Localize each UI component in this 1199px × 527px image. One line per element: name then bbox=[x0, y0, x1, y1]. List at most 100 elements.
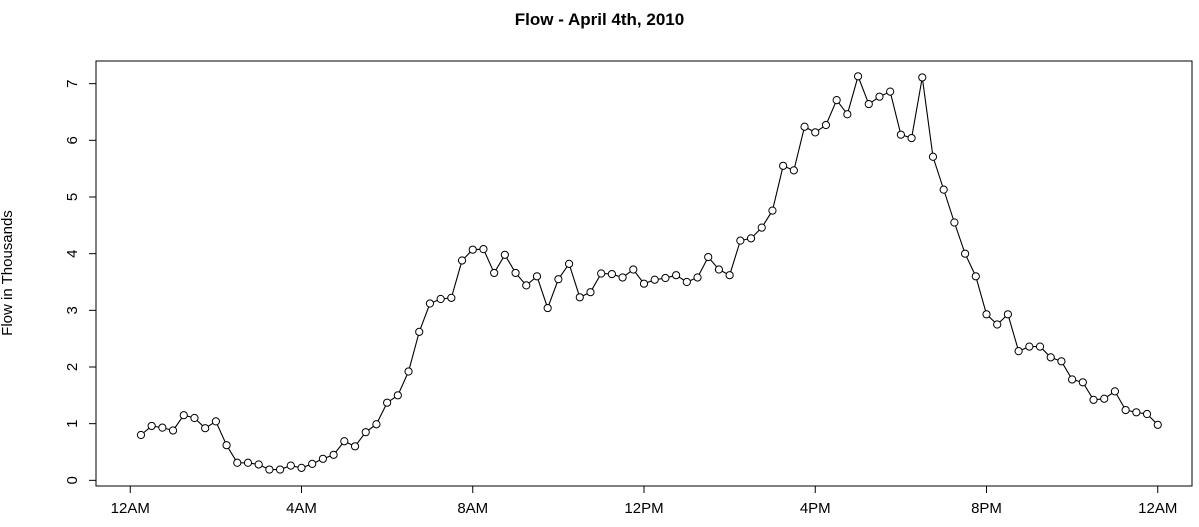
data-point bbox=[1014, 347, 1023, 356]
data-point bbox=[1003, 310, 1013, 319]
data-point bbox=[372, 420, 381, 429]
data-point bbox=[425, 299, 435, 308]
data-point bbox=[993, 320, 1002, 329]
data-point bbox=[350, 442, 360, 451]
x-axis: 12AM 4AM 8AM 12PM 4PM 8PM 12AM bbox=[111, 485, 1177, 517]
y-tick-label: 4 bbox=[64, 249, 81, 257]
data-point bbox=[789, 166, 798, 175]
x-tick-label: 12AM bbox=[1138, 500, 1177, 517]
data-point bbox=[597, 269, 606, 278]
x-tick-label: 12PM bbox=[624, 500, 663, 517]
data-point bbox=[522, 281, 531, 290]
data-point bbox=[1035, 342, 1045, 351]
y-tick-label: 2 bbox=[64, 363, 81, 371]
data-point bbox=[960, 249, 970, 258]
data-point bbox=[1046, 353, 1055, 362]
data-point bbox=[490, 268, 499, 278]
data-point bbox=[982, 310, 991, 319]
plot-frame bbox=[95, 60, 1193, 487]
data-point bbox=[1110, 387, 1120, 396]
data-point bbox=[950, 218, 959, 227]
y-tick-label: 0 bbox=[64, 476, 81, 484]
data-point bbox=[158, 423, 167, 432]
data-point bbox=[254, 460, 263, 469]
data-point bbox=[714, 265, 724, 274]
y-tick-label: 7 bbox=[64, 79, 81, 87]
data-point bbox=[383, 398, 392, 407]
data-point bbox=[725, 271, 734, 280]
chart-title: Flow - April 4th, 2010 bbox=[514, 10, 685, 29]
data-point bbox=[1121, 405, 1130, 415]
data-point bbox=[672, 271, 681, 280]
data-point bbox=[201, 424, 210, 433]
x-tick-label: 4AM bbox=[286, 500, 317, 517]
data-point bbox=[447, 293, 456, 302]
data-point bbox=[779, 161, 788, 170]
data-point bbox=[211, 417, 220, 426]
data-point bbox=[243, 458, 253, 467]
data-point bbox=[233, 458, 242, 467]
y-tick-label: 3 bbox=[64, 306, 81, 314]
data-point bbox=[457, 256, 467, 265]
data-point bbox=[1057, 357, 1066, 366]
data-point bbox=[811, 128, 820, 137]
data-point bbox=[907, 133, 916, 143]
data-point bbox=[275, 465, 285, 474]
data-point bbox=[864, 99, 873, 109]
data-point bbox=[650, 275, 659, 284]
data-point bbox=[147, 421, 156, 431]
data-point bbox=[564, 259, 574, 268]
data-point bbox=[971, 272, 980, 281]
data-point bbox=[586, 288, 595, 297]
data-point bbox=[1132, 408, 1141, 417]
x-tick-label: 4PM bbox=[800, 500, 831, 517]
data-point bbox=[265, 465, 274, 474]
data-point bbox=[286, 461, 295, 470]
x-tick-label: 8AM bbox=[457, 500, 488, 517]
data-point bbox=[746, 234, 756, 243]
data-point bbox=[1100, 394, 1109, 403]
y-axis-label: Flow in Thousands bbox=[0, 210, 16, 336]
data-point bbox=[511, 268, 520, 278]
data-point bbox=[404, 367, 413, 376]
data-point bbox=[853, 72, 863, 81]
data-point bbox=[436, 294, 445, 304]
data-point bbox=[1025, 342, 1034, 351]
data-point bbox=[639, 279, 649, 288]
data-point bbox=[800, 122, 809, 131]
data-point bbox=[308, 459, 317, 468]
data-point bbox=[543, 303, 552, 313]
data-point bbox=[575, 293, 584, 302]
data-point bbox=[297, 463, 306, 472]
data-point bbox=[736, 236, 745, 245]
data-point bbox=[1078, 378, 1087, 387]
data-point bbox=[479, 245, 488, 254]
data-point bbox=[629, 265, 638, 274]
data-point bbox=[682, 277, 691, 287]
data-point bbox=[661, 273, 670, 283]
y-tick-label: 6 bbox=[64, 136, 81, 144]
series-line bbox=[140, 74, 1159, 471]
data-point bbox=[168, 426, 178, 435]
data-point bbox=[875, 92, 884, 101]
data-point bbox=[532, 272, 542, 281]
data-point bbox=[329, 450, 338, 459]
data-point bbox=[179, 411, 188, 420]
data-point bbox=[1089, 395, 1098, 404]
data-point bbox=[340, 437, 349, 446]
data-point bbox=[190, 413, 199, 423]
y-tick-label: 1 bbox=[64, 419, 81, 427]
data-point bbox=[843, 110, 852, 119]
data-point bbox=[939, 185, 948, 194]
data-point bbox=[821, 120, 831, 130]
data-point bbox=[361, 428, 370, 437]
data-point bbox=[1153, 420, 1162, 429]
y-axis: 0 1 2 3 4 5 6 7 bbox=[64, 79, 97, 485]
data-point bbox=[918, 73, 927, 82]
data-point bbox=[928, 152, 938, 161]
data-point bbox=[468, 245, 477, 254]
data-point bbox=[393, 391, 402, 400]
data-point bbox=[1068, 375, 1077, 384]
data-point bbox=[554, 275, 563, 284]
